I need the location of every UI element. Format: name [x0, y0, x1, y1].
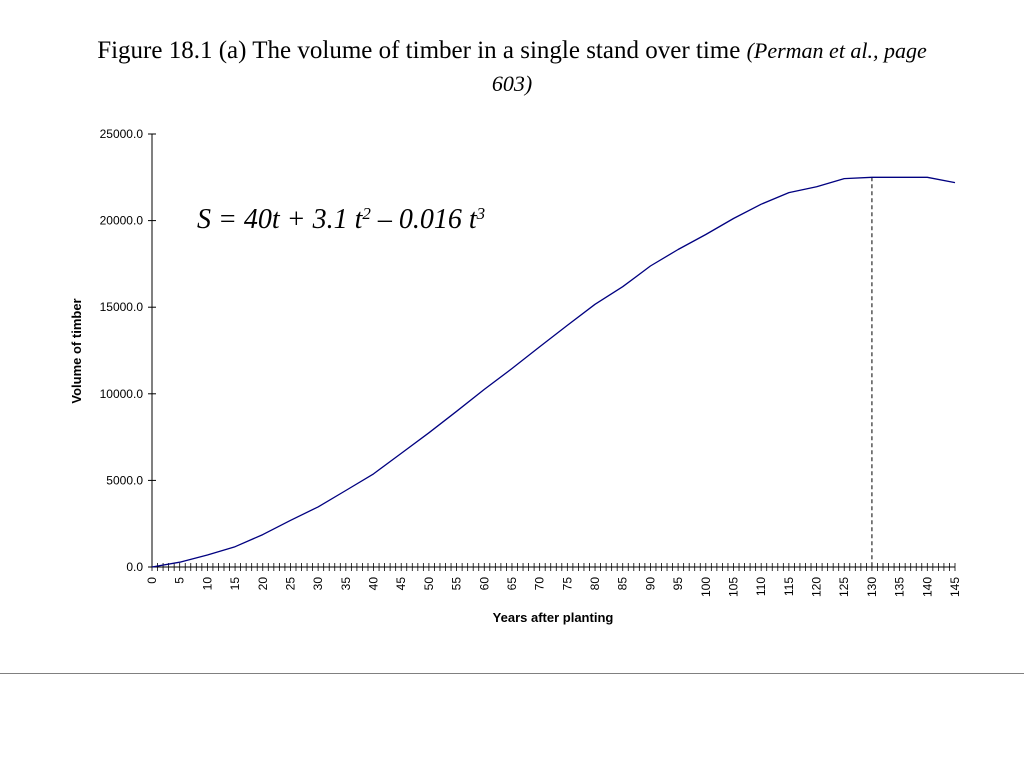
x-tick-label: 140: [920, 577, 934, 597]
x-tick-label: 70: [533, 577, 547, 591]
x-tick-label: 35: [339, 577, 353, 591]
x-tick-label: 45: [394, 577, 408, 591]
figure-citation: (Perman et al., page 603): [491, 38, 927, 96]
x-tick-label: 105: [726, 577, 740, 597]
x-tick-label: 85: [616, 577, 630, 591]
figure-title-main: Figure 18.1 (a) The volume of timber in …: [97, 37, 741, 64]
x-tick-label: 110: [754, 577, 768, 596]
y-tick-label: 10000.0: [100, 387, 144, 401]
x-tick-label: 80: [588, 577, 602, 591]
x-tick-label: 10: [200, 577, 214, 591]
equation-exp-3: 3: [476, 204, 486, 223]
x-tick-label: 30: [311, 577, 325, 591]
x-tick-label: 55: [450, 577, 464, 591]
x-tick-label: 20: [256, 577, 270, 591]
equation-label: S = 40t + 3.1 t2 – 0.016 t3: [197, 204, 485, 236]
x-tick-label: 65: [505, 577, 519, 591]
x-tick-label: 15: [228, 577, 242, 591]
x-tick-label: 75: [560, 577, 574, 591]
x-tick-label: 145: [948, 577, 962, 597]
y-tick-label: 5000.0: [106, 473, 143, 487]
timber-volume-line: [151, 176, 956, 568]
x-tick-label: 115: [782, 577, 796, 596]
y-tick-label: 15000.0: [100, 300, 144, 314]
y-tick-label: 25000.0: [100, 127, 144, 141]
y-tick-label: 0.0: [126, 560, 143, 574]
x-tick-label: 60: [477, 577, 491, 591]
y-tick-label: 20000.0: [100, 214, 144, 228]
x-tick-label: 120: [810, 577, 824, 597]
x-tick-label: 125: [837, 577, 851, 597]
figure-title: Figure 18.1 (a) The volume of timber in …: [80, 34, 944, 100]
equation-exp-2: 2: [362, 204, 371, 223]
x-tick-label: 90: [643, 577, 657, 591]
x-tick-label: 135: [893, 577, 907, 597]
y-axis-title: Volume of timber: [69, 298, 84, 403]
x-tick-label: 25: [283, 577, 297, 591]
x-tick-label: 50: [422, 577, 436, 591]
equation-part-1: S = 40t + 3.1 t: [197, 204, 364, 235]
slide-divider-line: [0, 673, 1024, 674]
x-axis-title: Years after planting: [493, 610, 614, 625]
x-tick-label: 95: [671, 577, 685, 591]
x-tick-label: 5: [173, 577, 187, 584]
equation-part-2: – 0.016 t: [371, 204, 478, 235]
x-tick-label: 40: [367, 577, 381, 591]
x-tick-label: 130: [865, 577, 879, 597]
x-tick-label: 0: [145, 577, 159, 584]
x-tick-label: 100: [699, 577, 713, 597]
